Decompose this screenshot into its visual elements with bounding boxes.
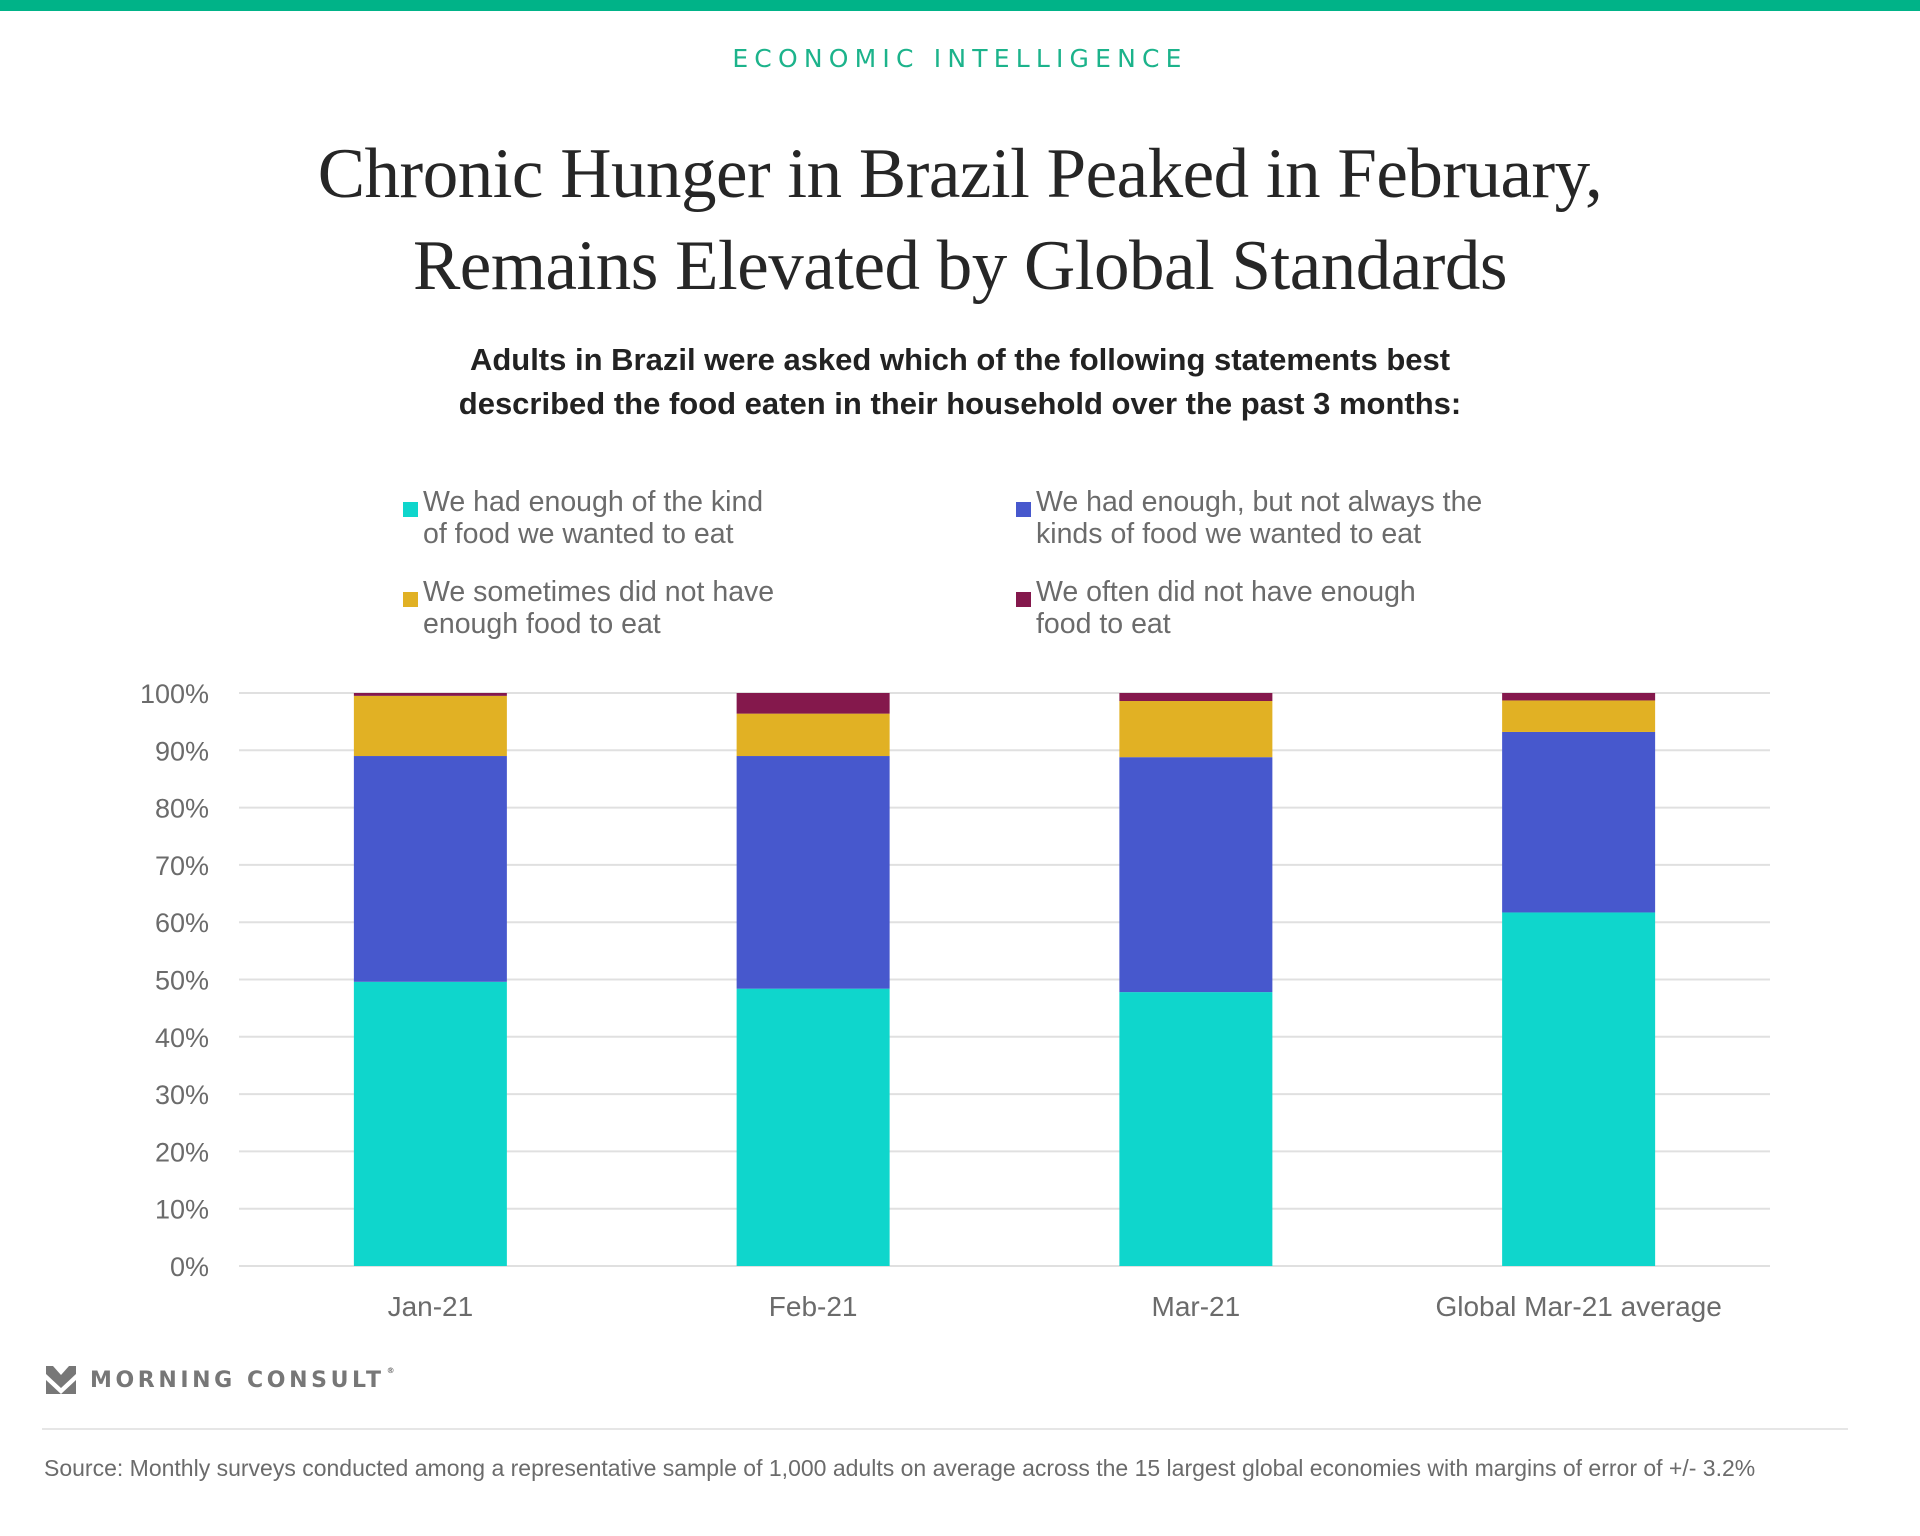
x-axis-ticks: Jan-21 Feb-21 Mar-21 Global Mar-21 average (388, 1291, 1722, 1322)
bar-segment (1119, 701, 1273, 758)
y-tick-label: 90% (155, 736, 209, 766)
y-axis-ticks: 0% 10% 20% 30% 40% 50% 60% 70% 80% 90% 100% (140, 679, 209, 1282)
x-tick-label: Feb-21 (769, 1291, 858, 1322)
legend-label-line-2: of food we wanted to eat (423, 518, 734, 550)
morning-consult-logo: MORNING CONSULT ® (46, 1364, 398, 1396)
legend-swatch (1016, 592, 1031, 607)
footer-divider (42, 1428, 1848, 1430)
morning-consult-chevron-icon (46, 1366, 76, 1394)
legend-item-sometimes-not-enough: We sometimes did not have enough food to… (403, 576, 883, 640)
bar-stack (1502, 693, 1656, 1266)
bar-segment (1119, 693, 1273, 702)
top-accent-bar (0, 0, 1920, 11)
bar-stack (353, 693, 507, 1266)
bar-segment (1502, 912, 1656, 1266)
bar-segment (736, 713, 890, 757)
legend-label-line-2: enough food to eat (423, 608, 661, 640)
y-tick-label: 10% (155, 1195, 209, 1225)
bar-segment (353, 756, 507, 982)
chart-title-line-2: Remains Elevated by Global Standards (412, 227, 1508, 305)
bar-segment (1119, 992, 1273, 1266)
chart-subtitle-line-2: described the food eaten in their househ… (458, 386, 1462, 421)
legend-item-often-not-enough: We often did not have enough food to eat (1016, 576, 1496, 640)
y-tick-label: 50% (155, 966, 209, 996)
bar-segment (1502, 693, 1656, 701)
y-tick-label: 60% (155, 908, 209, 938)
y-tick-label: 20% (155, 1137, 209, 1167)
chart-subtitle-line-1: Adults in Brazil were asked which of the… (469, 342, 1451, 377)
y-tick-label: 80% (155, 794, 209, 824)
x-tick-label: Global Mar-21 average (1435, 1291, 1721, 1322)
brand-name: MORNING CONSULT ® (90, 1365, 399, 1393)
bar-segment (353, 693, 507, 696)
chart-title-line-1: Chronic Hunger in Brazil Peaked in Febru… (317, 135, 1603, 213)
legend-label-line-2: kinds of food we wanted to eat (1036, 518, 1422, 550)
bar-segment (736, 756, 890, 989)
bar-stack (1119, 693, 1273, 1266)
legend-swatch (403, 592, 418, 607)
legend-label-line-1: We often did not have enough (1036, 576, 1416, 608)
chart-subtitle: Adults in Brazil were asked which of the… (260, 338, 1660, 426)
bar-segment (1502, 700, 1656, 732)
bar-segment (1502, 731, 1656, 913)
legend-label-line-1: We had enough, but not always the (1036, 486, 1483, 518)
y-tick-label: 30% (155, 1080, 209, 1110)
bar-segment (736, 988, 890, 1266)
bar-segment (353, 981, 507, 1266)
section-kicker: ECONOMIC INTELLIGENCE (732, 44, 1188, 73)
bar-segment (1119, 757, 1273, 993)
y-tick-label: 70% (155, 851, 209, 881)
legend-label-line-1: We sometimes did not have (423, 576, 775, 608)
legend-label-line-1: We had enough of the kind (423, 486, 764, 518)
legend-item-enough-wanted: We had enough of the kind of food we wan… (403, 486, 883, 550)
legend-swatch (403, 502, 418, 517)
y-tick-label: 40% (155, 1023, 209, 1053)
bar-stacks (353, 693, 1656, 1266)
legend-item-enough-not-always: We had enough, but not always the kinds … (1016, 486, 1496, 550)
bar-segment (353, 695, 507, 757)
chart-title: Chronic Hunger in Brazil Peaked in Febru… (160, 128, 1760, 312)
bar-stack (736, 693, 890, 1266)
x-tick-label: Jan-21 (388, 1291, 474, 1322)
bar-segment (736, 693, 890, 714)
y-tick-label: 100% (140, 679, 209, 709)
brand-name-text: MORNING CONSULT (90, 1367, 385, 1393)
legend-swatch (1016, 502, 1031, 517)
x-tick-label: Mar-21 (1152, 1291, 1241, 1322)
source-note: Source: Monthly surveys conducted among … (44, 1455, 1756, 1481)
y-tick-label: 0% (170, 1252, 209, 1282)
registered-mark: ® (386, 1365, 399, 1375)
legend-label-line-2: food to eat (1036, 608, 1171, 640)
